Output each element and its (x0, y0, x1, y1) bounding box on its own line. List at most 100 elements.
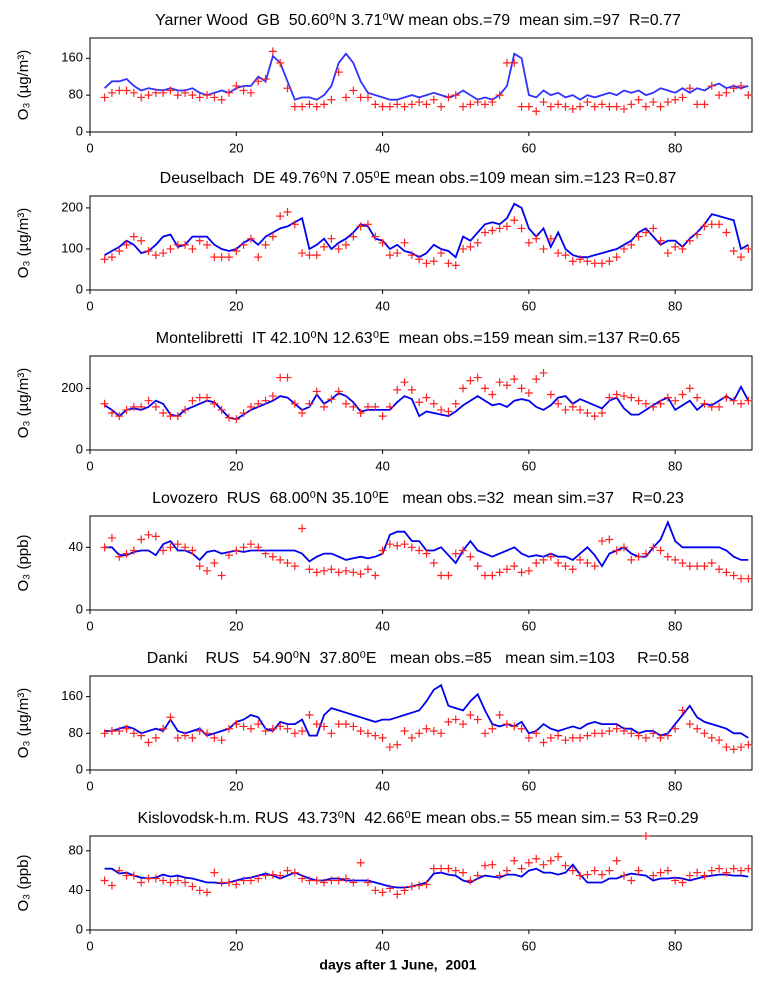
obs-marker (312, 568, 321, 577)
obs-marker (612, 856, 621, 865)
obs-marker (356, 93, 365, 102)
obs-marker (320, 878, 329, 887)
obs-marker (502, 58, 511, 67)
chart-title: Lovozero RUS 68.00⁰N 35.10⁰E mean obs.=3… (152, 490, 684, 507)
obs-marker (524, 566, 533, 575)
obs-marker (671, 95, 680, 104)
obs-marker (298, 102, 307, 111)
obs-marker (151, 733, 160, 742)
obs-marker (590, 866, 599, 875)
obs-marker (327, 565, 336, 574)
obs-marker (583, 257, 592, 266)
obs-marker (649, 402, 658, 411)
obs-marker (678, 878, 687, 887)
obs-marker (649, 98, 658, 107)
obs-marker (663, 866, 672, 875)
obs-marker (276, 212, 285, 221)
obs-marker (693, 562, 702, 571)
obs-marker (722, 88, 731, 97)
obs-marker (444, 717, 453, 726)
obs-marker (378, 238, 387, 247)
obs-marker (598, 537, 607, 546)
obs-marker (722, 228, 731, 237)
obs-marker (671, 876, 680, 885)
y-tick-label: 0 (76, 921, 83, 936)
obs-marker (583, 870, 592, 879)
obs-marker (334, 568, 343, 577)
obs-marker (137, 878, 146, 887)
obs-marker (122, 871, 131, 880)
obs-marker (349, 86, 358, 95)
obs-marker (627, 876, 636, 885)
obs-marker (451, 399, 460, 408)
obs-marker (122, 549, 131, 558)
obs-marker (283, 559, 292, 567)
obs-marker (619, 392, 628, 401)
obs-marker (268, 552, 277, 561)
obs-marker (195, 562, 204, 571)
obs-marker (210, 868, 219, 877)
obs-marker (605, 727, 614, 736)
obs-marker (466, 876, 475, 885)
obs-marker (224, 88, 233, 97)
obs-marker (707, 402, 716, 411)
obs-marker (327, 234, 336, 243)
obs-marker (583, 559, 592, 567)
obs-marker (334, 720, 343, 729)
obs-marker (137, 93, 146, 102)
obs-marker (166, 713, 175, 722)
obs-marker (744, 244, 753, 253)
x-tick-label: 0 (86, 778, 93, 793)
obs-marker (539, 368, 548, 377)
obs-marker (473, 98, 482, 107)
obs-marker (554, 852, 563, 861)
obs-marker (407, 733, 416, 742)
obs-marker (239, 240, 248, 249)
obs-marker (546, 102, 555, 111)
obs-marker (129, 729, 138, 738)
obs-marker (656, 102, 665, 111)
obs-marker (481, 384, 490, 393)
obs-marker (693, 868, 702, 877)
x-tick-label: 60 (522, 140, 536, 155)
obs-marker (429, 257, 438, 266)
obs-marker (744, 740, 753, 749)
obs-marker (100, 543, 109, 552)
obs-marker (210, 93, 219, 102)
y-tick-label: 0 (76, 441, 83, 456)
x-tick-label: 80 (668, 778, 682, 793)
obs-marker (298, 874, 307, 883)
obs-marker (590, 562, 599, 571)
obs-marker (422, 259, 431, 268)
obs-marker (195, 886, 204, 895)
obs-marker (107, 88, 116, 97)
obs-marker (371, 886, 380, 895)
obs-marker (598, 729, 607, 738)
y-tick-label: 40 (69, 882, 83, 897)
obs-marker (444, 864, 453, 873)
obs-marker (612, 546, 621, 555)
obs-marker (151, 88, 160, 97)
obs-marker (385, 540, 394, 549)
obs-marker (378, 733, 387, 742)
obs-marker (312, 102, 321, 111)
obs-marker (619, 244, 628, 253)
obs-marker (634, 95, 643, 104)
y-axis-label: O₃ (ppb) (15, 855, 32, 912)
y-axis-label: O₃ (µg/m³) (15, 368, 32, 439)
obs-marker (663, 552, 672, 561)
obs-marker (510, 856, 519, 865)
obs-marker (327, 876, 336, 885)
obs-marker (349, 722, 358, 731)
obs-marker (276, 871, 285, 880)
obs-marker (598, 409, 607, 418)
obs-marker (488, 724, 497, 733)
x-tick-label: 20 (229, 458, 243, 473)
obs-marker (173, 91, 182, 100)
x-tick-label: 60 (522, 938, 536, 953)
obs-marker (473, 373, 482, 382)
obs-marker (641, 733, 650, 742)
obs-marker (122, 240, 131, 249)
x-tick-label: 80 (668, 458, 682, 473)
obs-marker (598, 100, 607, 109)
